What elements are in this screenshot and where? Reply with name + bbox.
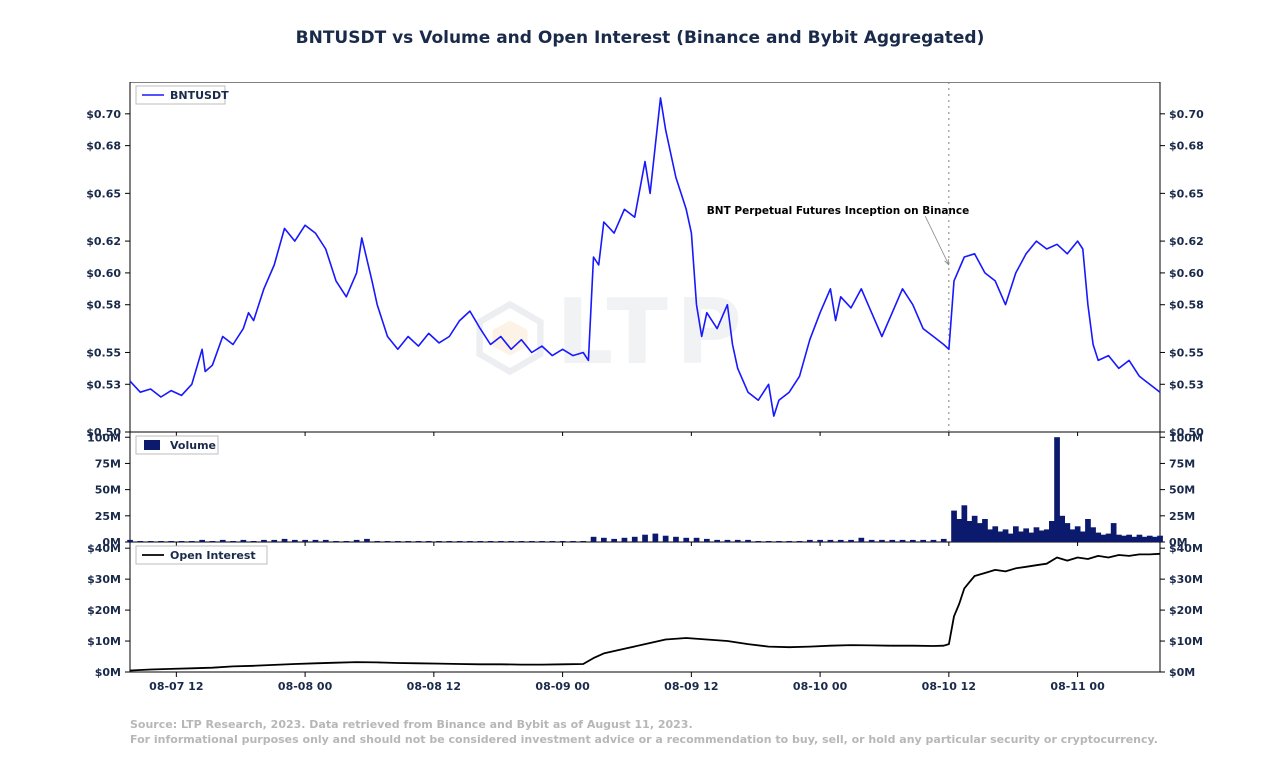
svg-text:$0.70: $0.70: [1169, 108, 1204, 121]
svg-text:08-07 12: 08-07 12: [149, 680, 203, 693]
svg-text:75M: 75M: [95, 457, 121, 470]
svg-text:BNTUSDT: BNTUSDT: [170, 89, 229, 102]
chart-container: BNTUSDT vs Volume and Open Interest (Bin…: [0, 0, 1280, 768]
svg-text:$0.68: $0.68: [86, 140, 121, 153]
svg-text:$0.70: $0.70: [86, 108, 121, 121]
svg-text:$0.62: $0.62: [86, 235, 121, 248]
svg-text:$0.55: $0.55: [86, 346, 121, 359]
svg-text:08-09 12: 08-09 12: [664, 680, 718, 693]
svg-text:$0M: $0M: [1169, 666, 1195, 679]
svg-text:$0M: $0M: [95, 666, 121, 679]
svg-text:08-10 00: 08-10 00: [793, 680, 848, 693]
svg-text:$10M: $10M: [87, 635, 121, 648]
svg-text:$30M: $30M: [87, 573, 121, 586]
open-interest-panel: $0M $0M $10M $10M $20M $20M $30M $30M $40M $40M 08…: [0, 542, 1280, 712]
svg-text:$0.65: $0.65: [86, 187, 121, 200]
svg-text:25M: 25M: [1169, 510, 1195, 523]
svg-text:50M: 50M: [95, 484, 121, 497]
svg-text:08-08 00: 08-08 00: [278, 680, 333, 693]
svg-text:$40M: $40M: [87, 542, 121, 555]
svg-text:$20M: $20M: [87, 604, 121, 617]
svg-text:50M: 50M: [1169, 484, 1195, 497]
svg-text:100M: 100M: [87, 432, 121, 444]
svg-text:08-10 12: 08-10 12: [922, 680, 976, 693]
svg-text:$20M: $20M: [1169, 604, 1203, 617]
svg-text:$0.60: $0.60: [1169, 267, 1204, 280]
svg-text:$30M: $30M: [1169, 573, 1203, 586]
svg-text:$0.62: $0.62: [1169, 235, 1204, 248]
svg-text:25M: 25M: [95, 510, 121, 523]
svg-text:$0.65: $0.65: [1169, 187, 1204, 200]
svg-text:$10M: $10M: [1169, 635, 1203, 648]
svg-text:BNT Perpetual Futures Inceptio: BNT Perpetual Futures Inception on Binan…: [707, 205, 969, 217]
svg-text:$0.68: $0.68: [1169, 140, 1204, 153]
svg-text:$0.55: $0.55: [1169, 346, 1204, 359]
svg-text:Open Interest: Open Interest: [170, 549, 256, 562]
svg-text:Volume: Volume: [170, 439, 216, 452]
svg-text:$0.53: $0.53: [86, 378, 121, 391]
svg-text:75M: 75M: [1169, 457, 1195, 470]
svg-text:$0.58: $0.58: [1169, 299, 1204, 312]
svg-text:08-11 00: 08-11 00: [1050, 680, 1105, 693]
price-panel: $0.50$0.50$0.53$0.53$0.55$0.55$0.58$0.58…: [0, 82, 1280, 472]
svg-text:$0.53: $0.53: [1169, 378, 1204, 391]
svg-text:$0.58: $0.58: [86, 299, 121, 312]
source-note: Source: LTP Research, 2023. Data retriev…: [130, 718, 1158, 748]
svg-text:08-09 00: 08-09 00: [535, 680, 590, 693]
svg-text:08-08 12: 08-08 12: [407, 680, 461, 693]
chart-title: BNTUSDT vs Volume and Open Interest (Bin…: [0, 28, 1280, 48]
svg-text:$40M: $40M: [1169, 542, 1203, 555]
svg-text:$0.60: $0.60: [86, 267, 121, 280]
svg-text:100M: 100M: [1169, 432, 1203, 444]
